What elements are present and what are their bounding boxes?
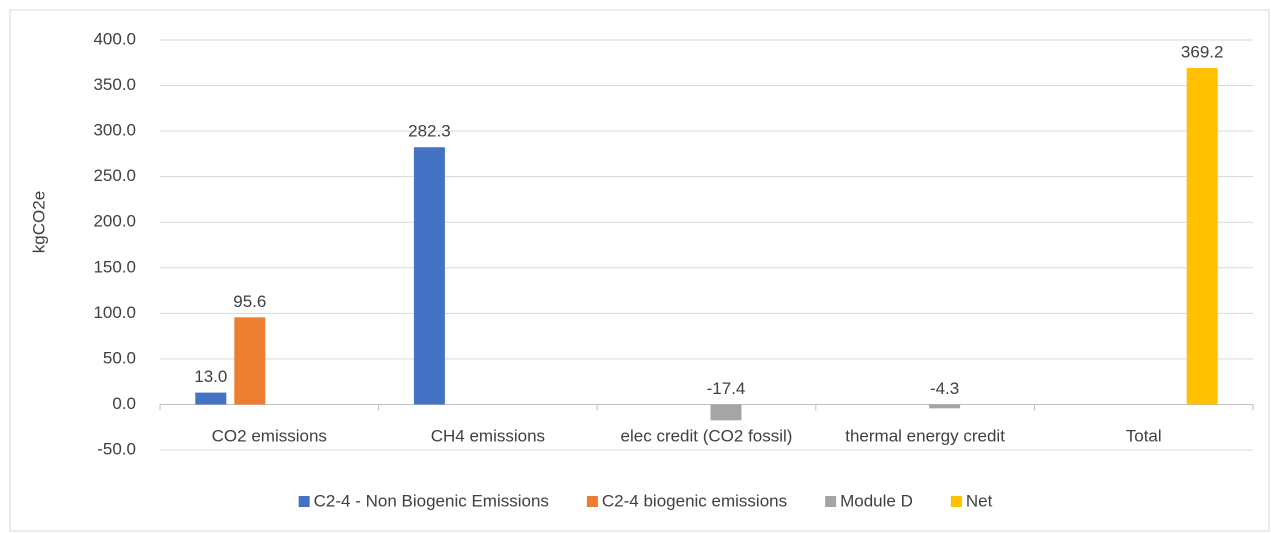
x-tick-label: CO2 emissions: [212, 426, 327, 445]
y-tick-label: 350.0: [93, 75, 136, 94]
y-tick-label: 0.0: [112, 394, 136, 413]
chart-border: [9, 9, 1270, 532]
y-tick-label: 300.0: [93, 121, 136, 140]
legend-swatch: [950, 496, 962, 507]
data-label: 13.0: [194, 367, 227, 386]
legend-label: Net: [966, 491, 993, 510]
y-tick-label: 100.0: [93, 303, 136, 322]
x-tick-label: thermal energy credit: [845, 426, 1005, 445]
y-tick-label: -50.0: [97, 439, 136, 458]
bar: [710, 404, 742, 421]
data-label: 282.3: [408, 122, 451, 141]
x-tick-label: elec credit (CO2 fossil): [621, 426, 793, 445]
data-label: 369.2: [1181, 43, 1224, 62]
x-tick-label: Total: [1126, 426, 1162, 445]
bar: [929, 404, 961, 409]
y-axis-title: kgCO2e: [29, 191, 48, 253]
bar: [1186, 68, 1218, 405]
y-tick-label: 150.0: [93, 257, 136, 276]
legend-label: Module D: [840, 491, 913, 510]
data-label: -17.4: [707, 379, 746, 398]
legend-label: C2-4 biogenic emissions: [602, 491, 787, 510]
bar: [195, 392, 227, 405]
legend-swatch: [586, 496, 598, 507]
bar: [413, 147, 445, 405]
bar: [234, 317, 266, 405]
data-label: -4.3: [930, 379, 959, 398]
legend-swatch: [825, 496, 837, 507]
y-tick-label: 250.0: [93, 166, 136, 185]
legend-swatch: [298, 496, 310, 507]
y-tick-label: 200.0: [93, 212, 136, 231]
data-label: 95.6: [233, 292, 266, 311]
legend-label: C2-4 - Non Biogenic Emissions: [314, 491, 549, 510]
y-tick-label: 50.0: [103, 348, 136, 367]
x-tick-label: CH4 emissions: [431, 426, 545, 445]
y-tick-label: 400.0: [93, 29, 136, 48]
